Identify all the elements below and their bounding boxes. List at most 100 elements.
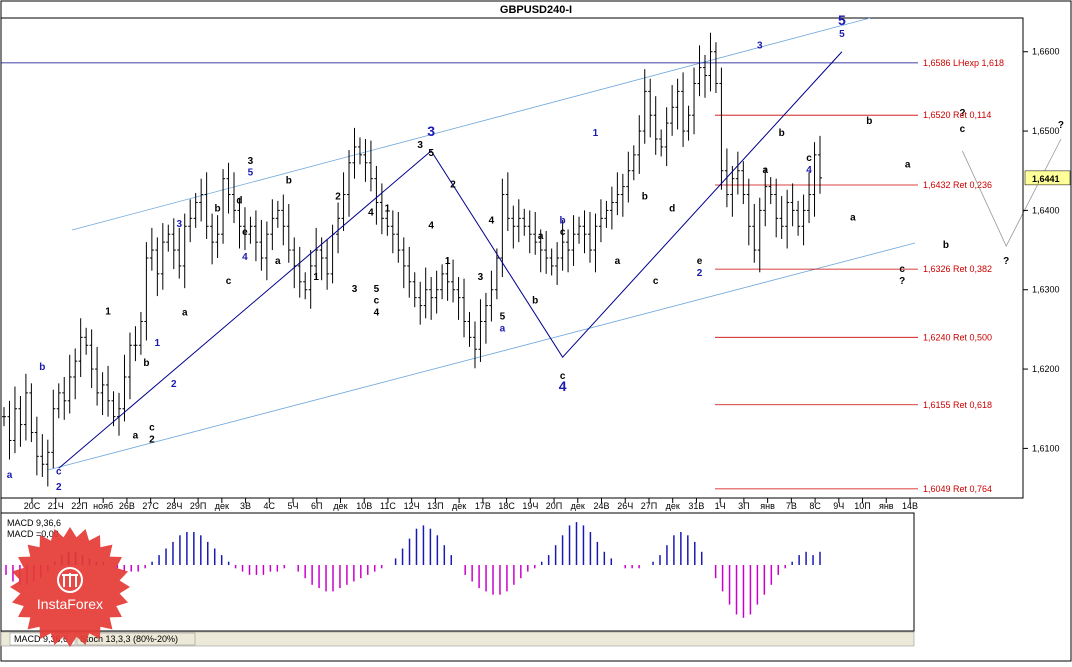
candle-30	[166, 224, 171, 252]
candle-69	[379, 183, 384, 235]
candle-115	[631, 145, 636, 181]
wave-label-14: c	[226, 276, 232, 287]
candle-141	[774, 178, 779, 238]
time-tick-label-29: 1Ч	[715, 501, 726, 511]
candle-51	[281, 194, 286, 246]
time-tick-label-20: 18С	[498, 501, 515, 511]
candle-145	[796, 200, 801, 236]
price-axis[interactable]: 1,6600 1,6500 1,6400 1,6300 1,6200 1,6100 1,64…	[1022, 18, 1071, 498]
candle-149	[818, 135, 822, 194]
candle-25	[138, 311, 143, 355]
wave-label-17: d	[236, 195, 242, 206]
candle-137	[752, 204, 757, 263]
candle-10	[56, 383, 61, 419]
wave-label-32: 3	[427, 123, 435, 139]
time-tick-label-16: 12Ч	[404, 501, 420, 511]
candle-35	[193, 192, 198, 228]
wave-label-49: c	[653, 276, 659, 287]
candle-49	[270, 199, 275, 251]
candle-122	[670, 85, 675, 136]
wave-label-8: 2	[149, 435, 155, 446]
candle-114	[626, 151, 631, 203]
fib-label-3: 1,6326 Ret 0,382	[923, 264, 992, 274]
candle-112	[615, 172, 620, 216]
logo-mark-icon	[62, 573, 78, 587]
candle-75	[412, 272, 417, 308]
wave-label-13: b	[215, 203, 221, 214]
candle-46	[253, 210, 258, 262]
candle-47	[259, 219, 264, 271]
candle-16	[89, 329, 94, 389]
macd-panel-frame	[0, 512, 915, 632]
candle-98	[538, 229, 543, 273]
candle-93	[511, 205, 516, 249]
candle-99	[544, 231, 549, 274]
wave-label-36: 3	[478, 272, 484, 283]
candle-89	[489, 270, 494, 322]
candle-63	[347, 150, 352, 217]
wave-label-39: a	[500, 323, 506, 334]
candle-105	[577, 216, 582, 244]
candle-94	[516, 199, 521, 243]
candle-32	[177, 227, 182, 279]
candle-38	[210, 213, 215, 265]
candle-6	[34, 416, 39, 476]
candle-118	[648, 78, 653, 138]
time-tick-label-18: дек	[452, 501, 466, 511]
fibonacci-levels: 1,6586 LHexp 1,618 1,6520 Ret 0,114 1,6432…	[1, 58, 1004, 494]
fib-label-2: 1,6432 Ret 0,236	[923, 180, 992, 190]
wave-label-33: 4	[428, 220, 434, 231]
candle-45	[248, 216, 253, 244]
candle-33	[182, 213, 187, 289]
wave-label-18: 4	[242, 252, 248, 263]
candle-144	[790, 183, 795, 227]
candle-5	[29, 383, 34, 443]
time-tick-label-34: 9Ч	[833, 501, 844, 511]
tab-stoch[interactable]: Stoch 13,3,3 (80%-20%)	[76, 632, 196, 646]
candle-66	[363, 139, 368, 182]
candle-4	[23, 373, 28, 441]
wave-label-56: c	[806, 153, 812, 164]
wave-label-21: b	[286, 176, 292, 187]
candle-85	[467, 311, 472, 347]
candle-39	[215, 215, 220, 258]
time-tick-label-32: 7В	[786, 501, 797, 511]
time-tick-label-14: 10В	[356, 501, 372, 511]
wave-label-41: b	[532, 296, 538, 307]
instaforex-logo: InstaForex	[10, 527, 130, 647]
wave-label-5: a	[133, 431, 139, 442]
macd-histogram	[5, 522, 821, 618]
wave-label-58: 5	[839, 29, 845, 40]
time-tick-label-26: 27П	[641, 501, 657, 511]
candle-96	[527, 210, 532, 254]
wave-label-19: e	[242, 227, 248, 238]
time-tick-label-1: 21Ч	[48, 501, 64, 511]
candle-106	[582, 210, 587, 254]
candle-41	[226, 162, 231, 214]
wave-label-62: c	[899, 264, 905, 275]
candle-22	[122, 354, 127, 422]
candle-27	[149, 227, 154, 271]
time-tick-label-37: 14В	[902, 501, 918, 511]
fib-label-0: 1,6586 LHexp 1,618	[923, 58, 1004, 68]
candle-109	[598, 199, 603, 243]
candle-59	[325, 238, 330, 290]
candle-29	[160, 223, 165, 290]
candle-117	[642, 69, 647, 144]
candle-11	[62, 377, 67, 420]
candle-72	[396, 211, 401, 263]
wave-label-12: a	[182, 308, 188, 319]
wave-label-31: 5	[428, 148, 434, 159]
price-tick-label-1: 1,6500	[1032, 126, 1060, 136]
time-tick-label-21: 19Ч	[522, 501, 538, 511]
candle-15	[84, 327, 89, 355]
time-tick-label-13: дек	[333, 501, 347, 511]
time-axis[interactable]: 20С 21Ч 22П нояб 26В 27С 28Ч 29П дек 3В 4С 5Ч 6П дек 1…	[24, 498, 918, 511]
candle-23	[127, 332, 132, 400]
price-tick-label-4: 1,6200	[1032, 364, 1060, 374]
candle-43	[237, 197, 242, 249]
candle-135	[741, 161, 746, 205]
candle-121	[664, 107, 669, 166]
